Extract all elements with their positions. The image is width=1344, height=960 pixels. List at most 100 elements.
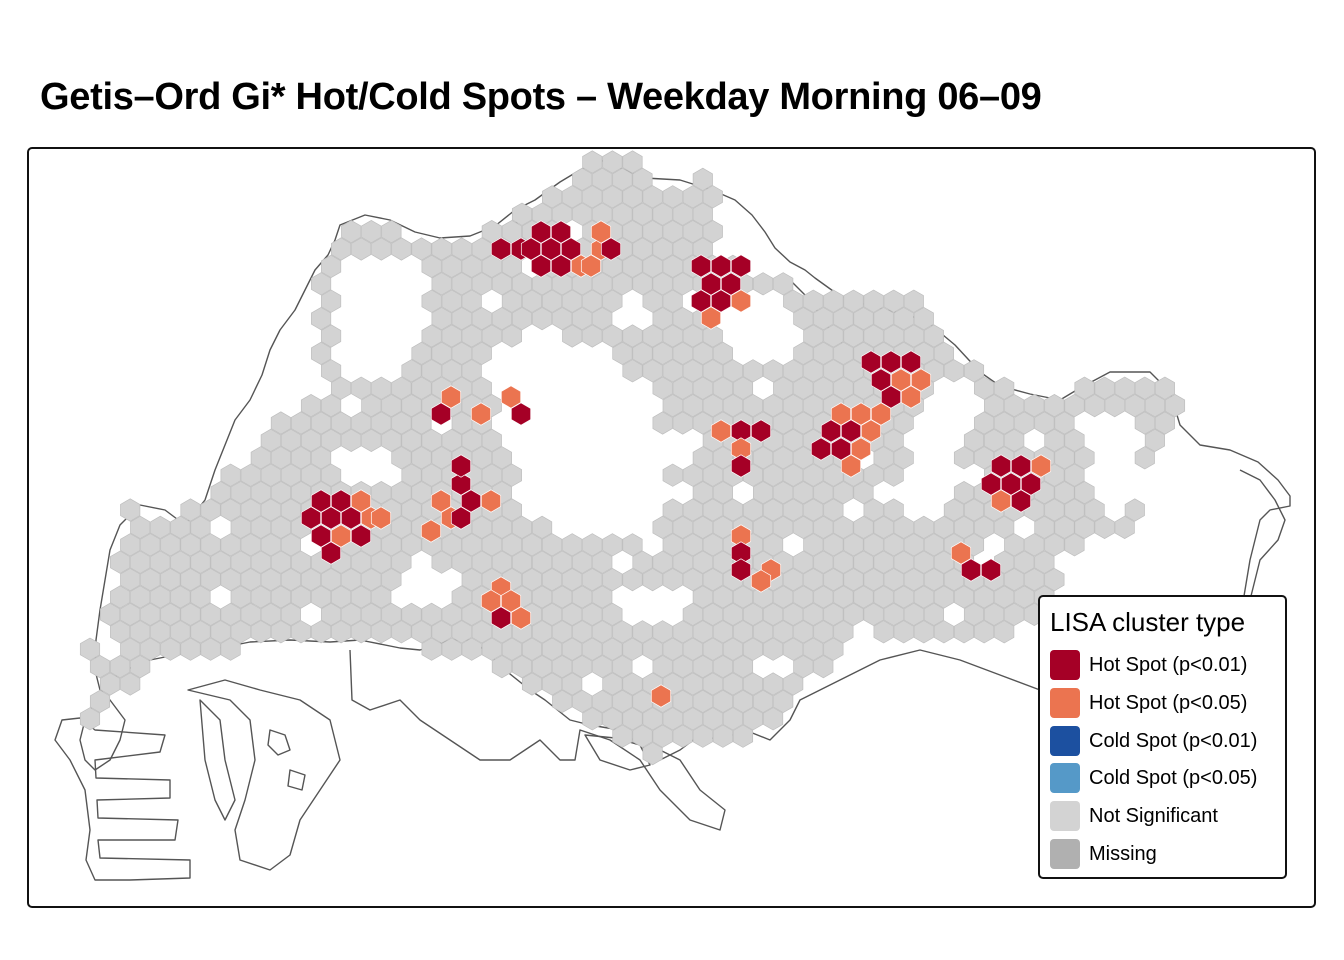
hex-not-significant	[984, 428, 1005, 453]
hex-not-significant	[753, 446, 774, 470]
hex-hot-spot-p001	[300, 506, 322, 530]
hex-not-significant	[411, 446, 432, 470]
hex-not-significant	[200, 498, 221, 522]
hex-not-significant	[843, 602, 864, 627]
hex-not-significant	[813, 480, 834, 505]
hex-not-significant	[974, 515, 995, 540]
hex-hot-spot-p005	[730, 524, 752, 548]
hex-not-significant	[481, 637, 502, 661]
hex-not-significant	[652, 341, 673, 366]
hex-not-significant	[652, 237, 673, 261]
legend-item-cold-05: Cold Spot (p<0.05)	[1050, 763, 1257, 793]
hex-hot-spot-p005	[840, 454, 862, 478]
hex-not-significant	[361, 219, 382, 244]
hex-grid	[79, 150, 1186, 766]
hex-not-significant	[361, 393, 382, 418]
hex-not-significant	[893, 411, 914, 435]
hex-not-significant	[712, 480, 733, 505]
hex-not-significant	[240, 567, 261, 592]
hex-not-significant	[220, 463, 241, 487]
legend-label: Missing	[1089, 842, 1157, 865]
hex-not-significant	[421, 428, 442, 453]
hex-not-significant	[793, 654, 814, 679]
hex-not-significant	[732, 654, 754, 679]
hex-not-significant	[662, 324, 683, 348]
hex-not-significant	[280, 463, 301, 487]
hex-not-significant	[511, 306, 533, 331]
hex-not-significant	[702, 533, 723, 557]
hex-not-significant	[632, 689, 653, 714]
hex-not-significant	[763, 602, 784, 627]
hex-not-significant	[702, 463, 723, 487]
hex-not-significant	[632, 341, 653, 366]
hex-not-significant	[712, 620, 733, 644]
hex-not-significant	[763, 637, 784, 661]
hex-not-significant	[803, 498, 824, 522]
hex-not-significant	[421, 602, 442, 627]
hex-not-significant	[532, 620, 553, 644]
hex-hot-spot-p001	[730, 558, 752, 582]
hex-not-significant	[994, 411, 1015, 435]
hex-not-significant	[361, 602, 382, 627]
coastline-tuas-pier	[199, 699, 236, 821]
hex-not-significant	[783, 359, 804, 383]
hex-not-significant	[371, 237, 392, 261]
hex-not-significant	[240, 602, 261, 627]
legend-item-hot-05: Hot Spot (p<0.05)	[1050, 688, 1247, 718]
hex-not-significant	[632, 550, 653, 574]
hex-not-significant	[863, 463, 884, 487]
coastline-small-island-2	[287, 769, 306, 791]
hex-not-significant	[461, 324, 482, 348]
hex-not-significant	[311, 341, 332, 366]
hex-not-significant	[110, 585, 131, 609]
hex-not-significant	[582, 324, 603, 348]
hex-hot-spot-p001	[320, 506, 342, 530]
hex-not-significant	[170, 620, 191, 644]
hex-not-significant	[732, 376, 754, 400]
hex-not-significant	[1164, 393, 1186, 418]
hex-not-significant	[893, 550, 914, 574]
hex-not-significant	[773, 411, 794, 435]
hex-not-significant	[441, 254, 462, 279]
hex-not-significant	[1004, 533, 1025, 557]
hex-not-significant	[401, 393, 422, 418]
coastline-small-island-1	[267, 729, 291, 756]
hex-not-significant	[1084, 498, 1105, 522]
hex-not-significant	[642, 324, 663, 348]
hex-not-significant	[662, 254, 683, 279]
hex-not-significant	[722, 359, 743, 383]
hex-not-significant	[753, 272, 774, 296]
hex-not-significant	[923, 533, 944, 557]
hex-not-significant	[190, 515, 211, 540]
hex-not-significant	[532, 654, 553, 679]
hex-not-significant	[692, 167, 713, 192]
hex-hot-spot-p005	[420, 519, 442, 543]
hex-not-significant	[863, 324, 884, 348]
hex-not-significant	[381, 602, 402, 627]
hex-not-significant	[963, 498, 985, 522]
hex-not-significant	[431, 341, 452, 366]
hex-not-significant	[612, 341, 633, 366]
hex-not-significant	[260, 428, 281, 453]
hex-hot-spot-p005	[700, 306, 722, 330]
hex-hot-spot-p001	[980, 558, 1002, 582]
hex-not-significant	[150, 550, 171, 574]
hex-not-significant	[793, 515, 814, 540]
hex-not-significant	[401, 498, 422, 522]
hex-not-significant	[331, 620, 352, 644]
hex-not-significant	[672, 654, 693, 679]
hex-not-significant	[843, 289, 864, 313]
hex-hot-spot-p005	[1030, 454, 1052, 478]
hex-not-significant	[863, 567, 884, 592]
hex-not-significant	[692, 237, 713, 261]
hex-not-significant	[511, 202, 533, 226]
hex-hot-spot-p001	[860, 350, 882, 374]
hex-not-significant	[793, 480, 814, 505]
hex-not-significant	[933, 341, 954, 366]
hex-hot-spot-p005	[510, 606, 532, 630]
hex-not-significant	[783, 289, 804, 313]
hex-hot-spot-p001	[710, 254, 732, 278]
hex-not-significant	[672, 620, 693, 644]
legend: LISA cluster type Hot Spot (p<0.01) Hot …	[1038, 595, 1287, 879]
hex-not-significant	[481, 428, 502, 453]
